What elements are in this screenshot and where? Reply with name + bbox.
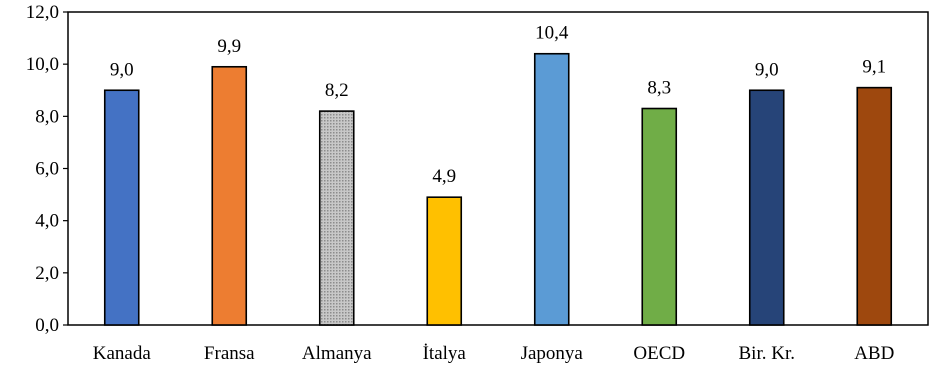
bar <box>533 52 570 326</box>
bar <box>211 65 248 326</box>
x-tick-label: Almanya <box>302 343 372 364</box>
data-label: 9,1 <box>862 57 886 78</box>
data-label: 9,9 <box>217 36 241 57</box>
bar <box>318 110 355 326</box>
data-label: 10,4 <box>535 23 569 44</box>
bar <box>103 89 140 326</box>
bar <box>641 107 678 326</box>
data-label: 9,0 <box>755 59 779 80</box>
y-tick-label: 6,0 <box>35 159 59 180</box>
y-tick-label: 10,0 <box>26 54 59 75</box>
x-tick-label: Fransa <box>204 343 255 364</box>
data-labels: 9,0 9,9 8,2 4,9 10,4 8,3 9,0 9,1 <box>110 23 886 187</box>
data-label: 4,9 <box>432 166 456 187</box>
y-tick-label: 4,0 <box>35 211 59 232</box>
x-tick-label: OECD <box>633 343 685 364</box>
bar-series <box>103 52 893 326</box>
y-axis: 0,0 2,0 4,0 6,0 8,0 10,0 12,0 <box>26 2 68 336</box>
data-label: 8,3 <box>647 78 671 99</box>
x-tick-label: ABD <box>854 343 894 364</box>
y-tick-label: 0,0 <box>35 315 59 336</box>
bar <box>748 89 785 326</box>
data-label: 9,0 <box>110 59 134 80</box>
x-axis: Kanada Fransa Almanya İtalya Japonya OECD Bir.… <box>93 343 895 364</box>
plot-area-frame <box>67 11 929 326</box>
x-tick-label: Bir. Kr. <box>739 343 795 364</box>
y-tick-label: 8,0 <box>35 106 59 127</box>
y-tick-label: 2,0 <box>35 263 59 284</box>
data-label: 8,2 <box>325 80 349 101</box>
bar <box>426 196 463 326</box>
x-tick-label: Japonya <box>521 343 584 364</box>
x-tick-label: Kanada <box>93 343 152 364</box>
bar <box>856 86 893 326</box>
y-tick-label: 12,0 <box>26 2 59 23</box>
x-tick-label: İtalya <box>423 343 467 364</box>
